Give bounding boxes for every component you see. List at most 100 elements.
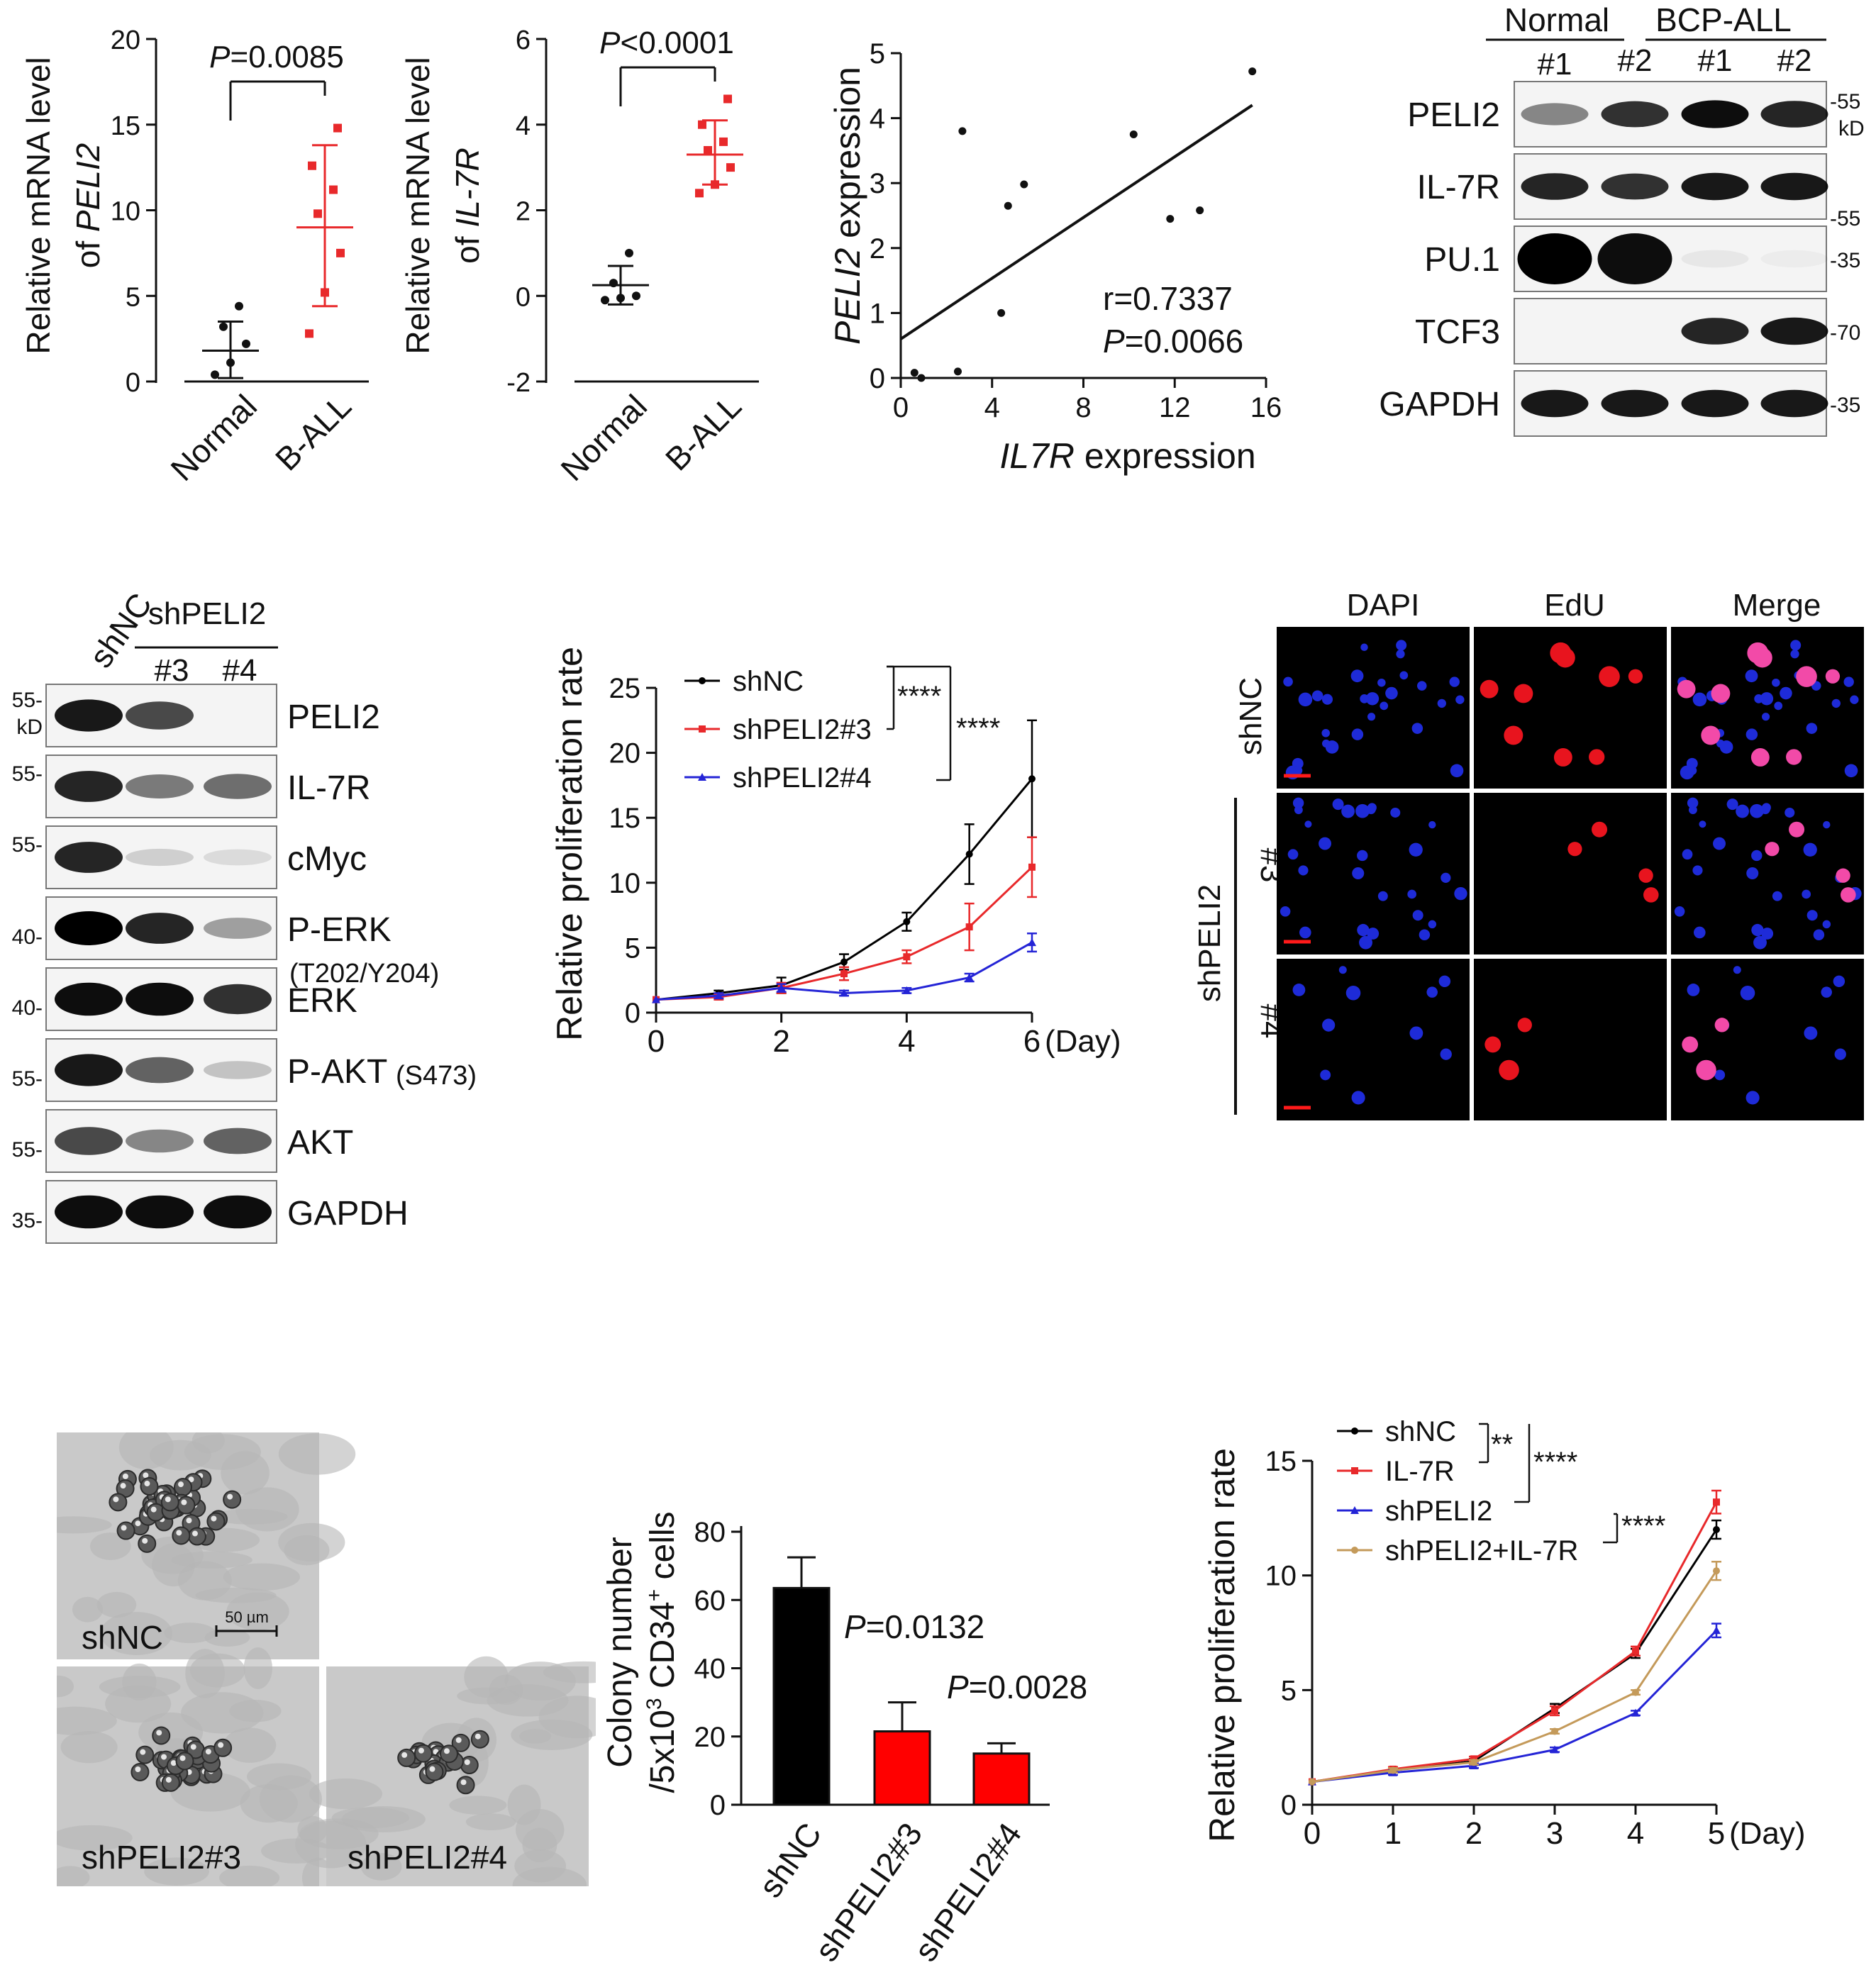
protein-band <box>1760 389 1828 418</box>
data-point <box>601 296 609 305</box>
data-point <box>965 973 974 981</box>
significance-stars: **** <box>1621 1510 1665 1542</box>
x-tick-label: 4 <box>898 1024 915 1059</box>
nucleus <box>1745 1091 1760 1105</box>
data-point <box>1309 1778 1316 1786</box>
cell <box>177 1496 196 1515</box>
protein-band <box>204 1195 272 1229</box>
data-point <box>698 120 706 129</box>
data-point <box>695 189 704 198</box>
nucleus <box>1357 850 1368 862</box>
background-texture <box>57 1675 74 1698</box>
nucleus <box>1813 929 1825 940</box>
protein-band <box>204 918 272 939</box>
nucleus <box>1332 798 1344 811</box>
nucleus <box>1419 929 1431 940</box>
nucleus <box>1740 985 1755 1001</box>
y-tick-label: 0 <box>710 1790 726 1821</box>
nucleus <box>1455 695 1465 704</box>
nucleus <box>1411 723 1423 734</box>
cell-highlight <box>227 1493 233 1500</box>
edu-positive-cell <box>1711 684 1731 703</box>
mw-marker: 55- <box>12 1067 43 1091</box>
edu-positive-cell <box>1796 666 1817 687</box>
nucleus <box>1409 1026 1423 1040</box>
background-texture <box>57 1516 112 1534</box>
x-tick-label: 0 <box>648 1024 665 1059</box>
category-label: shNC <box>752 1816 829 1904</box>
x-tick-label: 6 <box>1023 1024 1040 1059</box>
cell-highlight <box>170 1760 177 1766</box>
cell-highlight <box>135 1520 141 1527</box>
edu-positive-cell <box>1682 1036 1699 1053</box>
row-label-shpeli2: shPELI2 <box>1192 884 1227 1002</box>
protein-label: TCF3 <box>1415 313 1500 351</box>
cell-highlight <box>181 1499 187 1505</box>
cell-highlight <box>144 1481 150 1487</box>
cell-highlight <box>205 1749 211 1755</box>
legend-label: shNC <box>733 666 804 697</box>
cell-highlight <box>165 1776 172 1783</box>
nucleus <box>1377 678 1386 687</box>
data-point <box>903 918 911 925</box>
legend-marker <box>699 725 706 733</box>
edu-positive-cell <box>1592 821 1608 837</box>
edu-positive-cell <box>1504 725 1523 745</box>
data-point <box>953 367 962 376</box>
edu-positive-cell <box>1555 647 1575 668</box>
data-point <box>719 137 728 146</box>
mw-marker: -55 <box>1830 90 1860 113</box>
nucleus <box>1293 766 1303 775</box>
il7r-mrna-chart: -2 0 2 4 6 Normal B-ALL P<0.0001 Relative mRNA … <box>399 26 759 488</box>
nucleus <box>1298 692 1313 707</box>
y-tick-label: 0 <box>516 282 531 312</box>
edu-positive-cell <box>1677 679 1696 698</box>
data-point <box>336 248 345 257</box>
protein-label: PELI2 <box>1407 96 1500 134</box>
edu-positive-cell <box>1599 666 1620 687</box>
protein-band <box>55 982 123 1016</box>
scatter-y-label: PELI2 expression <box>828 67 867 345</box>
legend-marker <box>1351 1547 1358 1554</box>
background-texture <box>100 1612 173 1655</box>
data-point <box>1713 1498 1720 1506</box>
nucleus <box>1299 926 1311 939</box>
protein-band <box>1517 233 1592 284</box>
background-texture <box>341 1806 426 1832</box>
nucleus <box>1774 701 1783 711</box>
protein-label: ERK <box>287 982 357 1020</box>
nucleus <box>1319 837 1331 850</box>
y-tick-label: 4 <box>870 104 885 135</box>
nucleus <box>1687 797 1699 809</box>
nucleus <box>1283 677 1293 687</box>
nucleus <box>1360 643 1368 651</box>
x-tick-label: 3 <box>1546 1816 1563 1851</box>
y-axis-label-line2: of IL-7R <box>449 147 486 264</box>
lane-label: #2 <box>1618 43 1653 78</box>
nucleus <box>1760 692 1774 706</box>
cell-highlight <box>121 1525 127 1531</box>
y-axis-label-line2: of PELI2 <box>70 143 106 268</box>
mw-marker: 35- <box>12 1209 43 1232</box>
protein-band <box>55 1054 123 1086</box>
nucleus <box>1699 820 1706 828</box>
colony-label-shpeli2-3: shPELI2#3 <box>82 1839 241 1876</box>
data-point <box>1551 1707 1558 1715</box>
y-tick-label: 2 <box>870 233 885 265</box>
nucleus <box>1454 886 1467 901</box>
nucleus <box>1806 723 1818 734</box>
protein-band <box>1521 173 1589 200</box>
nucleus <box>1426 986 1438 998</box>
protein-band <box>204 1128 272 1154</box>
nucleus <box>1352 867 1365 880</box>
group-label-bcpall: BCP-ALL <box>1655 1 1792 38</box>
nucleus <box>1399 671 1409 680</box>
nucleus <box>1843 677 1854 687</box>
nucleus <box>1321 694 1333 705</box>
cell-highlight <box>122 1473 128 1479</box>
nucleus <box>1357 923 1370 937</box>
data-point <box>1470 1759 1477 1766</box>
y-axis-label-line1: Relative mRNA level <box>20 57 57 354</box>
protein-band <box>1760 317 1828 345</box>
x-unit-label: (Day) <box>1729 1816 1806 1851</box>
